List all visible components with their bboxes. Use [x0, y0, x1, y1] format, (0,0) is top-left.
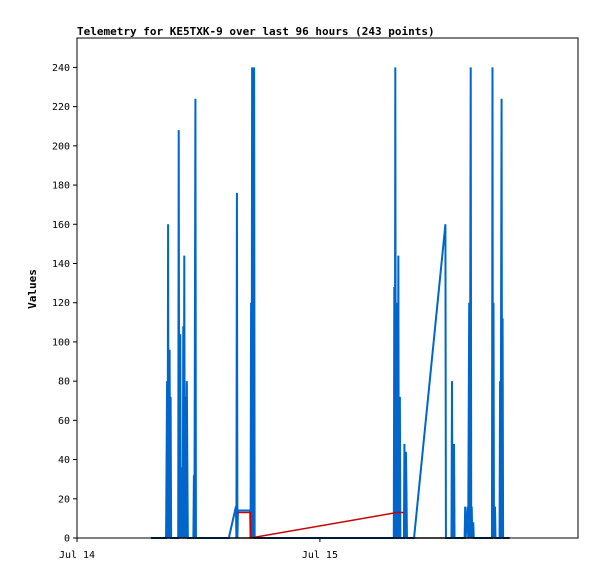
y-tick-label: 100	[52, 337, 70, 348]
y-tick-label: 20	[58, 494, 70, 505]
y-tick-label: 220	[52, 102, 70, 113]
x-tick-label: Jul 14	[59, 550, 95, 561]
chart-title: Telemetry for KE5TXK-9 over last 96 hour…	[77, 25, 435, 38]
y-tick-label: 40	[58, 455, 70, 466]
y-tick-label: 120	[52, 298, 70, 309]
y-tick-label: 80	[58, 377, 70, 388]
y-tick-label: 200	[52, 141, 70, 152]
y-tick-label: 0	[64, 534, 70, 545]
x-tick-label: Jul 15	[302, 550, 338, 561]
y-axis: 0 20 40 60 80 100 120 140 160 180 200 220 240	[52, 63, 77, 545]
series-0	[150, 67, 510, 539]
x-axis: Jul 14 Jul 15	[59, 538, 338, 561]
y-tick-label: 160	[52, 220, 70, 231]
y-axis-title: Values	[26, 269, 39, 309]
series-line	[150, 67, 510, 539]
series-layer	[150, 67, 510, 539]
y-tick-label: 180	[52, 181, 70, 192]
y-tick-label: 140	[52, 259, 70, 270]
y-tick-label: 240	[52, 63, 70, 74]
y-tick-label: 60	[58, 416, 70, 427]
